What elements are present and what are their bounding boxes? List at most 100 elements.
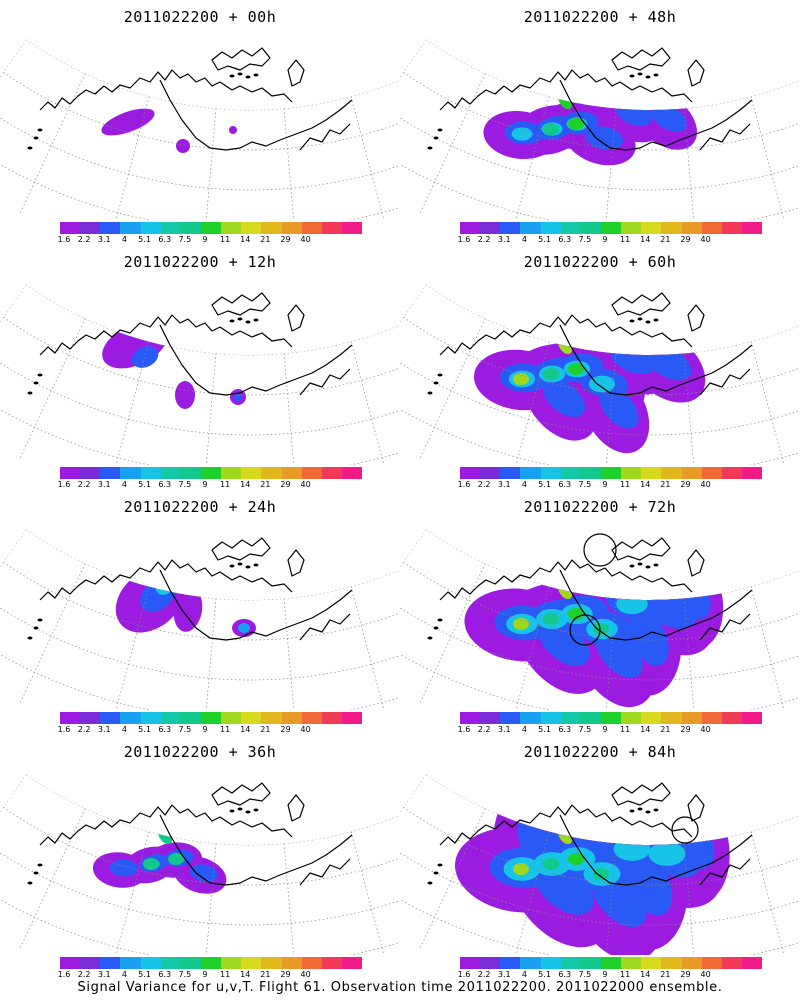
colorbar-label: 5.1 [538, 725, 551, 734]
colorbar-label: 21 [260, 725, 271, 734]
variance-contour [131, 346, 159, 368]
island [645, 565, 651, 569]
colorbar-swatch [120, 957, 141, 969]
variance-contour [543, 858, 559, 870]
coastline [211, 537, 271, 561]
latitude-gridline [0, 839, 400, 926]
colorbar-swatch [160, 467, 181, 479]
colorbar-swatch [221, 712, 242, 724]
island [237, 807, 243, 811]
colorbar-label: 40 [300, 970, 311, 979]
colorbar-swatch [701, 467, 722, 479]
colorbar-label: 2.2 [77, 480, 91, 489]
variance-map [400, 39, 800, 220]
longitude-gridline [108, 322, 155, 465]
colorbar-label: 2.2 [77, 970, 91, 979]
island [653, 563, 659, 567]
colorbar-swatch [321, 712, 342, 724]
island [637, 72, 643, 76]
coastline [211, 782, 271, 806]
colorbar-label: 9 [602, 480, 608, 489]
colorbar-label: 5.1 [138, 480, 151, 489]
colorbar-label: 14 [240, 970, 251, 979]
colorbar-label: 40 [700, 235, 711, 244]
longitude-gridline [400, 529, 439, 657]
variance-contour [285, 66, 307, 98]
latitude-gridline [0, 137, 400, 220]
coastline [287, 304, 305, 332]
colorbar-label: 9 [202, 725, 208, 734]
variance-contour [143, 858, 159, 870]
colorbar-label: 11 [619, 725, 631, 734]
colorbar-swatch [580, 957, 601, 969]
colorbar-swatch [621, 467, 642, 479]
variance-contour [568, 363, 584, 375]
coastline [699, 123, 751, 151]
colorbar-swatch [80, 222, 101, 234]
colorbar-label: 1.6 [57, 235, 71, 244]
colorbar-swatch [200, 957, 222, 969]
island [427, 881, 433, 885]
observation-circle [671, 816, 699, 844]
colorbar-label: 11 [219, 480, 231, 489]
colorbar-swatch [741, 957, 763, 969]
coastline [39, 314, 293, 356]
longitude-gridline [108, 812, 155, 955]
coastline [39, 559, 293, 601]
colorbar-swatch [560, 712, 581, 724]
panel-title: 2011022200 + 24h [123, 498, 277, 516]
variance-contour [593, 868, 609, 880]
colorbar-swatch [341, 467, 363, 479]
colorbar-label: 2.2 [77, 235, 91, 244]
latitude-gridline [3, 71, 400, 151]
coastline [699, 858, 751, 886]
coastline [559, 569, 753, 641]
colorbar-swatch [60, 467, 81, 479]
island [245, 75, 251, 79]
colorbar-label: 5.1 [538, 970, 551, 979]
coastline [287, 549, 305, 577]
colorbar-label: 3.1 [497, 480, 511, 489]
coastline [699, 368, 751, 396]
island [629, 564, 635, 568]
colorbar-label: 9 [202, 480, 208, 489]
colorbar-swatch [580, 222, 601, 234]
colorbar-label: 21 [260, 970, 271, 979]
island [637, 807, 643, 811]
colorbar-label: 4 [521, 480, 527, 489]
longitude-gridline [602, 578, 619, 710]
colorbar-swatch [520, 957, 541, 969]
longitude-gridline [281, 823, 298, 955]
coastline [159, 569, 353, 641]
longitude-gridline [508, 567, 555, 710]
colorbar-label: 29 [280, 480, 291, 489]
colorbar-swatch [721, 467, 742, 479]
longitude-gridline [202, 88, 219, 220]
colorbar-swatch [500, 712, 521, 724]
latitude-gridline [26, 774, 400, 846]
coastline [211, 292, 271, 316]
colorbar-swatch [100, 222, 121, 234]
colorbar-label: 3.1 [97, 235, 111, 244]
island [237, 72, 243, 76]
colorbar-label: 21 [260, 235, 271, 244]
longitude-gridline [19, 790, 94, 950]
colorbar-label: 14 [640, 480, 651, 489]
variance-contour [568, 118, 584, 130]
latitude-gridline [400, 104, 800, 191]
variance-contour [511, 127, 533, 141]
colorbar-swatch [60, 222, 81, 234]
colorbar-label: 11 [219, 725, 231, 734]
island [33, 136, 39, 140]
panel-title: 2011022200 + 48h [523, 8, 677, 26]
colorbar-label: 7.5 [578, 235, 592, 244]
colorbar-swatch [180, 222, 201, 234]
colorbar-swatch [701, 222, 722, 234]
colorbar-label: 3.1 [97, 725, 111, 734]
colorbar-swatch [701, 957, 722, 969]
colorbar [60, 957, 363, 969]
variance-contour [568, 853, 584, 865]
colorbar-label: 6.3 [158, 725, 172, 734]
longitude-gridline [281, 578, 298, 710]
colorbar-swatch [301, 712, 322, 724]
